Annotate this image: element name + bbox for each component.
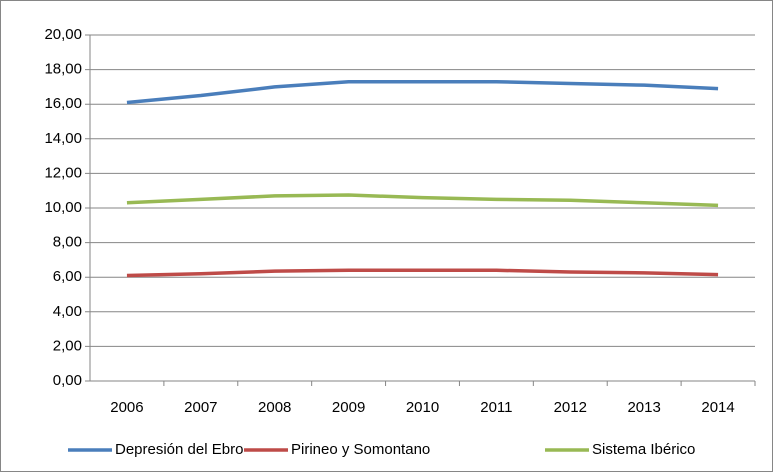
legend-label: Sistema Ibérico [592, 441, 695, 458]
y-tick-label: 16,00 [44, 95, 82, 112]
x-tick-label: 2010 [406, 399, 439, 416]
legend-label: Depresión del Ebro [115, 441, 243, 458]
x-tick-label: 2008 [258, 399, 291, 416]
y-tick-label: 6,00 [53, 268, 82, 285]
line-series [126, 79, 719, 105]
y-tick-label: 0,00 [53, 372, 82, 389]
y-tick-label: 2,00 [53, 337, 82, 354]
x-tick-label: 2009 [332, 399, 365, 416]
x-tick-label: 2012 [554, 399, 587, 416]
y-tick-label: 12,00 [44, 164, 82, 181]
y-tick-label: 8,00 [53, 234, 82, 251]
y-tick-label: 18,00 [44, 61, 82, 78]
y-tick-label: 20,00 [44, 26, 82, 43]
x-tick-label: 2011 [480, 399, 512, 416]
line-series [126, 268, 719, 278]
y-tick-label: 10,00 [44, 199, 82, 216]
y-tick-label: 14,00 [44, 130, 82, 147]
x-tick-label: 2013 [627, 399, 660, 416]
y-tick-label: 4,00 [53, 303, 82, 320]
x-tick-label: 2006 [110, 399, 143, 416]
x-tick-label: 2007 [184, 399, 217, 416]
x-tick-label: 2014 [701, 399, 734, 416]
line-series [126, 193, 719, 208]
legend-label: Pirineo y Somontano [291, 441, 430, 458]
